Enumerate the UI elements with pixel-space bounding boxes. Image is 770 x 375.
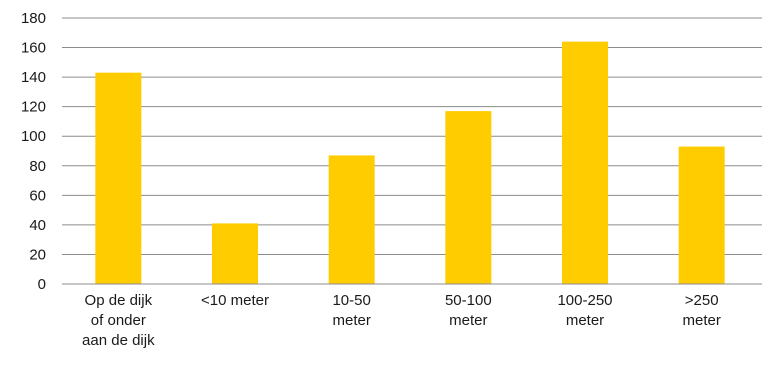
x-category-label: Op de dijk of onder aan de dijk [82, 292, 155, 349]
x-category-label: 100-250 meter [557, 292, 612, 329]
y-tick-label: 100 [21, 128, 46, 145]
y-tick-label: 160 [21, 40, 46, 57]
x-axis-labels: Op de dijk of onder aan de dijk <10 meter 10… [82, 292, 721, 349]
y-tick-label: 140 [21, 69, 46, 86]
y-tick-label: 0 [38, 276, 46, 293]
x-category-label: 10-50 meter [332, 292, 370, 329]
bar [678, 146, 725, 284]
x-category-label: 50-100 meter [445, 292, 492, 329]
bar [95, 72, 142, 284]
y-tick-label: 40 [29, 217, 46, 234]
bar [212, 223, 258, 284]
grid-lines [62, 17, 762, 255]
y-tick-label: 60 [29, 187, 46, 204]
x-category-label: >250 meter [682, 292, 720, 329]
bar [328, 155, 375, 284]
bar [445, 111, 492, 284]
x-category-label: <10 meter [201, 292, 269, 309]
bar [562, 41, 608, 285]
bars [95, 41, 725, 285]
y-axis-ticks: 0 20 40 60 80 100 120 140 160 180 [21, 10, 46, 293]
y-tick-label: 20 [29, 246, 46, 263]
y-tick-label: 80 [29, 158, 46, 175]
y-tick-label: 180 [21, 10, 46, 27]
y-tick-label: 120 [21, 99, 46, 116]
